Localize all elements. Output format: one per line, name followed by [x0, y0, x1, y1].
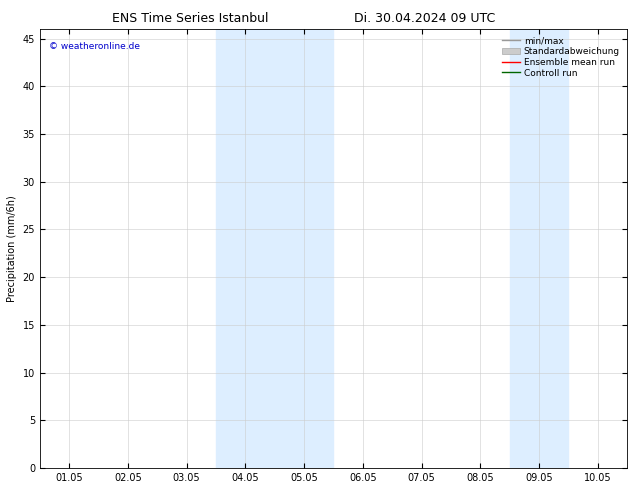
Legend: min/max, Standardabweichung, Ensemble mean run, Controll run: min/max, Standardabweichung, Ensemble me… — [500, 33, 623, 80]
Bar — [510, 29, 568, 468]
Text: © weatheronline.de: © weatheronline.de — [49, 42, 139, 51]
Bar — [216, 29, 275, 468]
Text: ENS Time Series Istanbul: ENS Time Series Istanbul — [112, 12, 268, 25]
Y-axis label: Precipitation (mm/6h): Precipitation (mm/6h) — [7, 195, 17, 302]
Bar — [275, 29, 333, 468]
Text: Di. 30.04.2024 09 UTC: Di. 30.04.2024 09 UTC — [354, 12, 495, 25]
